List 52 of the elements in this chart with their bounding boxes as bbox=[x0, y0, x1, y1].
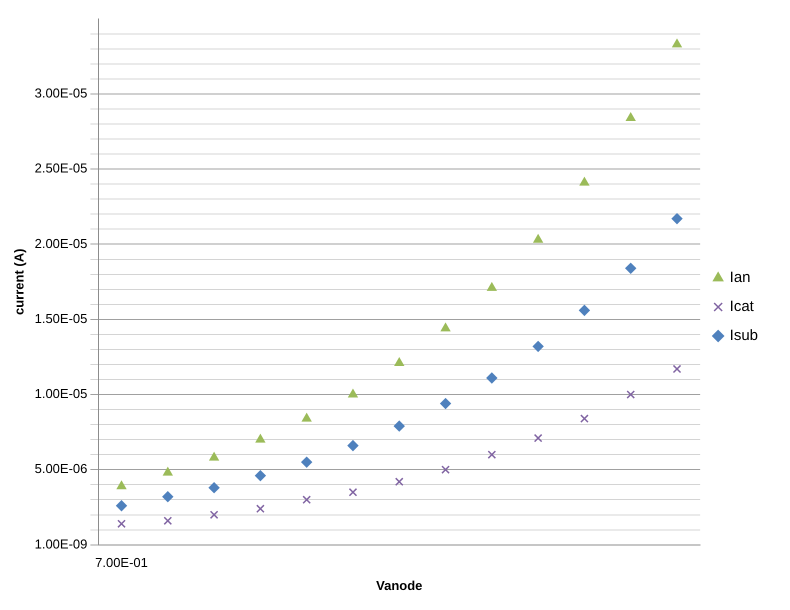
point bbox=[672, 364, 682, 374]
y-tick-label: 1.00E-05 bbox=[34, 386, 88, 402]
point bbox=[533, 234, 543, 243]
point bbox=[116, 500, 128, 512]
y-tick-label: 1.00E-09 bbox=[34, 536, 88, 552]
point bbox=[301, 456, 312, 468]
point bbox=[580, 177, 590, 186]
point bbox=[116, 480, 126, 490]
point bbox=[348, 389, 358, 398]
point bbox=[486, 372, 498, 384]
point bbox=[532, 340, 544, 352]
point bbox=[487, 282, 497, 291]
x-tick-label: 7.00E-01 bbox=[95, 555, 148, 570]
y-tick-label: 3.00E-05 bbox=[34, 86, 88, 101]
point bbox=[534, 434, 542, 442]
point bbox=[672, 213, 683, 224]
point bbox=[254, 470, 266, 482]
point bbox=[208, 482, 220, 494]
point bbox=[348, 488, 358, 496]
point bbox=[347, 440, 358, 452]
point bbox=[210, 510, 218, 520]
point bbox=[626, 112, 636, 121]
legend-label: Icat bbox=[730, 298, 755, 316]
point bbox=[394, 357, 404, 366]
y-axis-title: current (A) bbox=[11, 248, 26, 316]
point bbox=[162, 491, 174, 502]
point bbox=[209, 452, 219, 461]
point bbox=[164, 516, 172, 526]
point bbox=[394, 477, 404, 486]
point bbox=[578, 304, 590, 316]
y-tick-label: 5.00E-06 bbox=[34, 461, 88, 476]
point bbox=[256, 434, 266, 443]
point bbox=[672, 38, 682, 48]
point bbox=[440, 322, 450, 332]
point bbox=[580, 414, 589, 423]
point bbox=[256, 504, 265, 514]
point bbox=[440, 398, 452, 410]
point bbox=[626, 390, 635, 399]
point bbox=[488, 450, 496, 459]
point bbox=[302, 413, 312, 422]
point bbox=[117, 519, 126, 528]
y-tick-label: 2.00E-05 bbox=[34, 236, 88, 251]
legend-label: Isub bbox=[730, 327, 758, 344]
y-tick-label: 1.50E-05 bbox=[34, 310, 88, 326]
y-tick-label: 2.50E-05 bbox=[34, 160, 88, 176]
legend-label: Ian bbox=[730, 269, 751, 286]
point bbox=[162, 467, 173, 476]
point bbox=[625, 262, 636, 274]
point bbox=[394, 420, 405, 432]
point bbox=[441, 465, 450, 474]
x-axis-title: Vanode bbox=[376, 578, 422, 593]
point bbox=[302, 495, 311, 504]
